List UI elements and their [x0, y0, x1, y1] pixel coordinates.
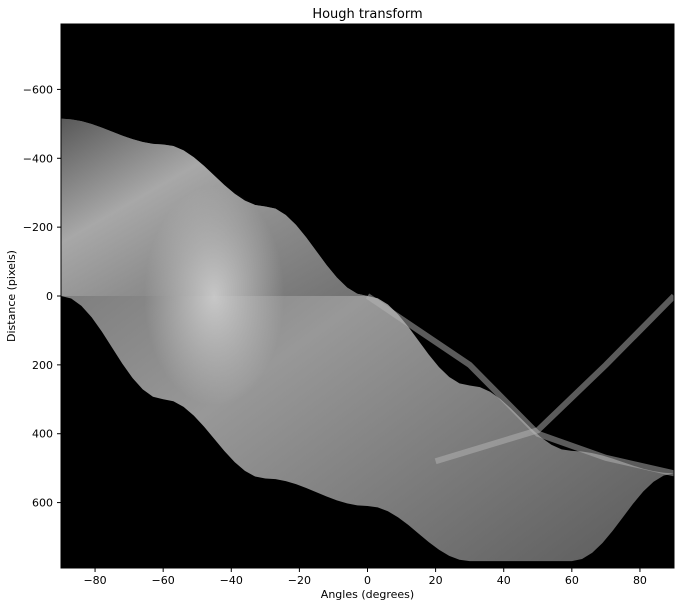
hough-crossing-curve-2 — [434, 293, 674, 465]
x-tick-label: −20 — [288, 574, 311, 587]
hough-crossing-curve-1 — [365, 293, 674, 477]
hough-peak-glow — [144, 186, 285, 406]
y-tick-label: 600 — [32, 497, 53, 510]
y-tick-label: 400 — [32, 428, 53, 441]
x-tick-label: −60 — [152, 574, 175, 587]
y-axis-label: Distance (pixels) — [5, 250, 18, 342]
x-tick-label: 60 — [565, 574, 579, 587]
x-tick-label: −40 — [220, 574, 243, 587]
x-axis-label: Angles (degrees) — [321, 588, 414, 601]
y-tick-label: −400 — [23, 152, 53, 165]
y-tick-label: −200 — [23, 221, 53, 234]
hough-empty-region — [367, 24, 674, 296]
x-tick-label: 0 — [364, 574, 371, 587]
y-tick-label: 200 — [32, 359, 53, 372]
y-axis-ticks: −600 −400 −200 0 200 400 600 — [23, 83, 61, 510]
x-axis-ticks: −80 −60 −40 −20 0 20 40 60 80 — [83, 568, 647, 587]
y-tick-label: −600 — [23, 83, 53, 96]
x-tick-label: 40 — [497, 574, 511, 587]
y-tick-label: 0 — [46, 290, 53, 303]
x-tick-label: 20 — [429, 574, 443, 587]
x-tick-label: 80 — [633, 574, 647, 587]
chart-title: Hough transform — [312, 7, 422, 22]
hough-accumulator-image — [61, 24, 674, 562]
x-tick-label: −80 — [83, 574, 106, 587]
